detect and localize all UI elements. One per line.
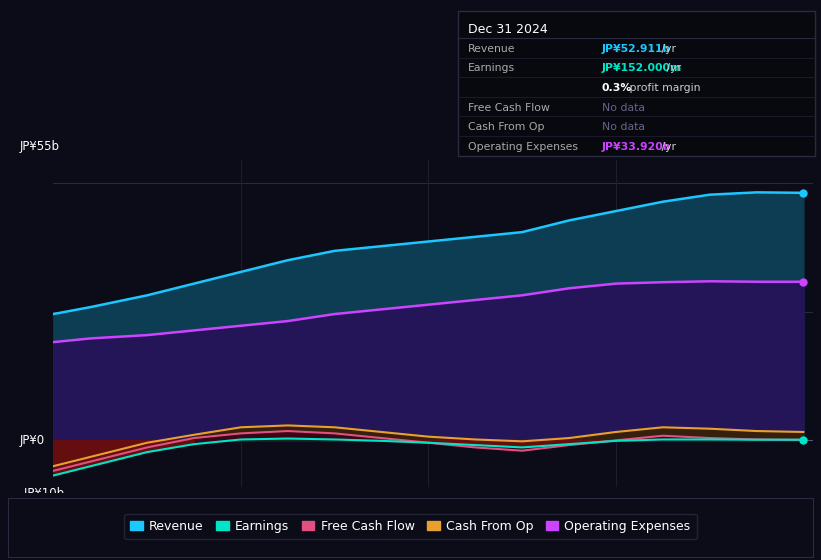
Text: profit margin: profit margin [626,83,701,93]
Text: JP¥152.000m: JP¥152.000m [602,63,682,73]
Text: Dec 31 2024: Dec 31 2024 [468,22,548,36]
Text: 2022: 2022 [224,507,258,520]
Text: Earnings: Earnings [468,63,515,73]
Point [797,277,810,286]
Text: No data: No data [602,102,644,113]
Text: Cash From Op: Cash From Op [468,122,544,132]
Text: JP¥33.920b: JP¥33.920b [602,142,672,152]
Text: 2024: 2024 [599,507,633,520]
Text: No data: No data [602,122,644,132]
Text: 0.3%: 0.3% [602,83,632,93]
FancyBboxPatch shape [8,497,813,557]
Text: /yr: /yr [658,44,676,54]
Text: Operating Expenses: Operating Expenses [468,142,578,152]
Text: JP¥55b: JP¥55b [19,140,59,153]
Text: 2023: 2023 [411,507,445,520]
Text: JP¥52.911b: JP¥52.911b [602,44,671,54]
Point [797,188,810,197]
Point [797,435,810,444]
Text: JP¥0: JP¥0 [19,434,44,447]
Text: /yr: /yr [663,63,681,73]
Text: Revenue: Revenue [468,44,516,54]
Text: /yr: /yr [658,142,676,152]
Text: Free Cash Flow: Free Cash Flow [468,102,550,113]
Text: -JP¥10b: -JP¥10b [19,487,64,500]
Legend: Revenue, Earnings, Free Cash Flow, Cash From Op, Operating Expenses: Revenue, Earnings, Free Cash Flow, Cash … [124,514,697,539]
